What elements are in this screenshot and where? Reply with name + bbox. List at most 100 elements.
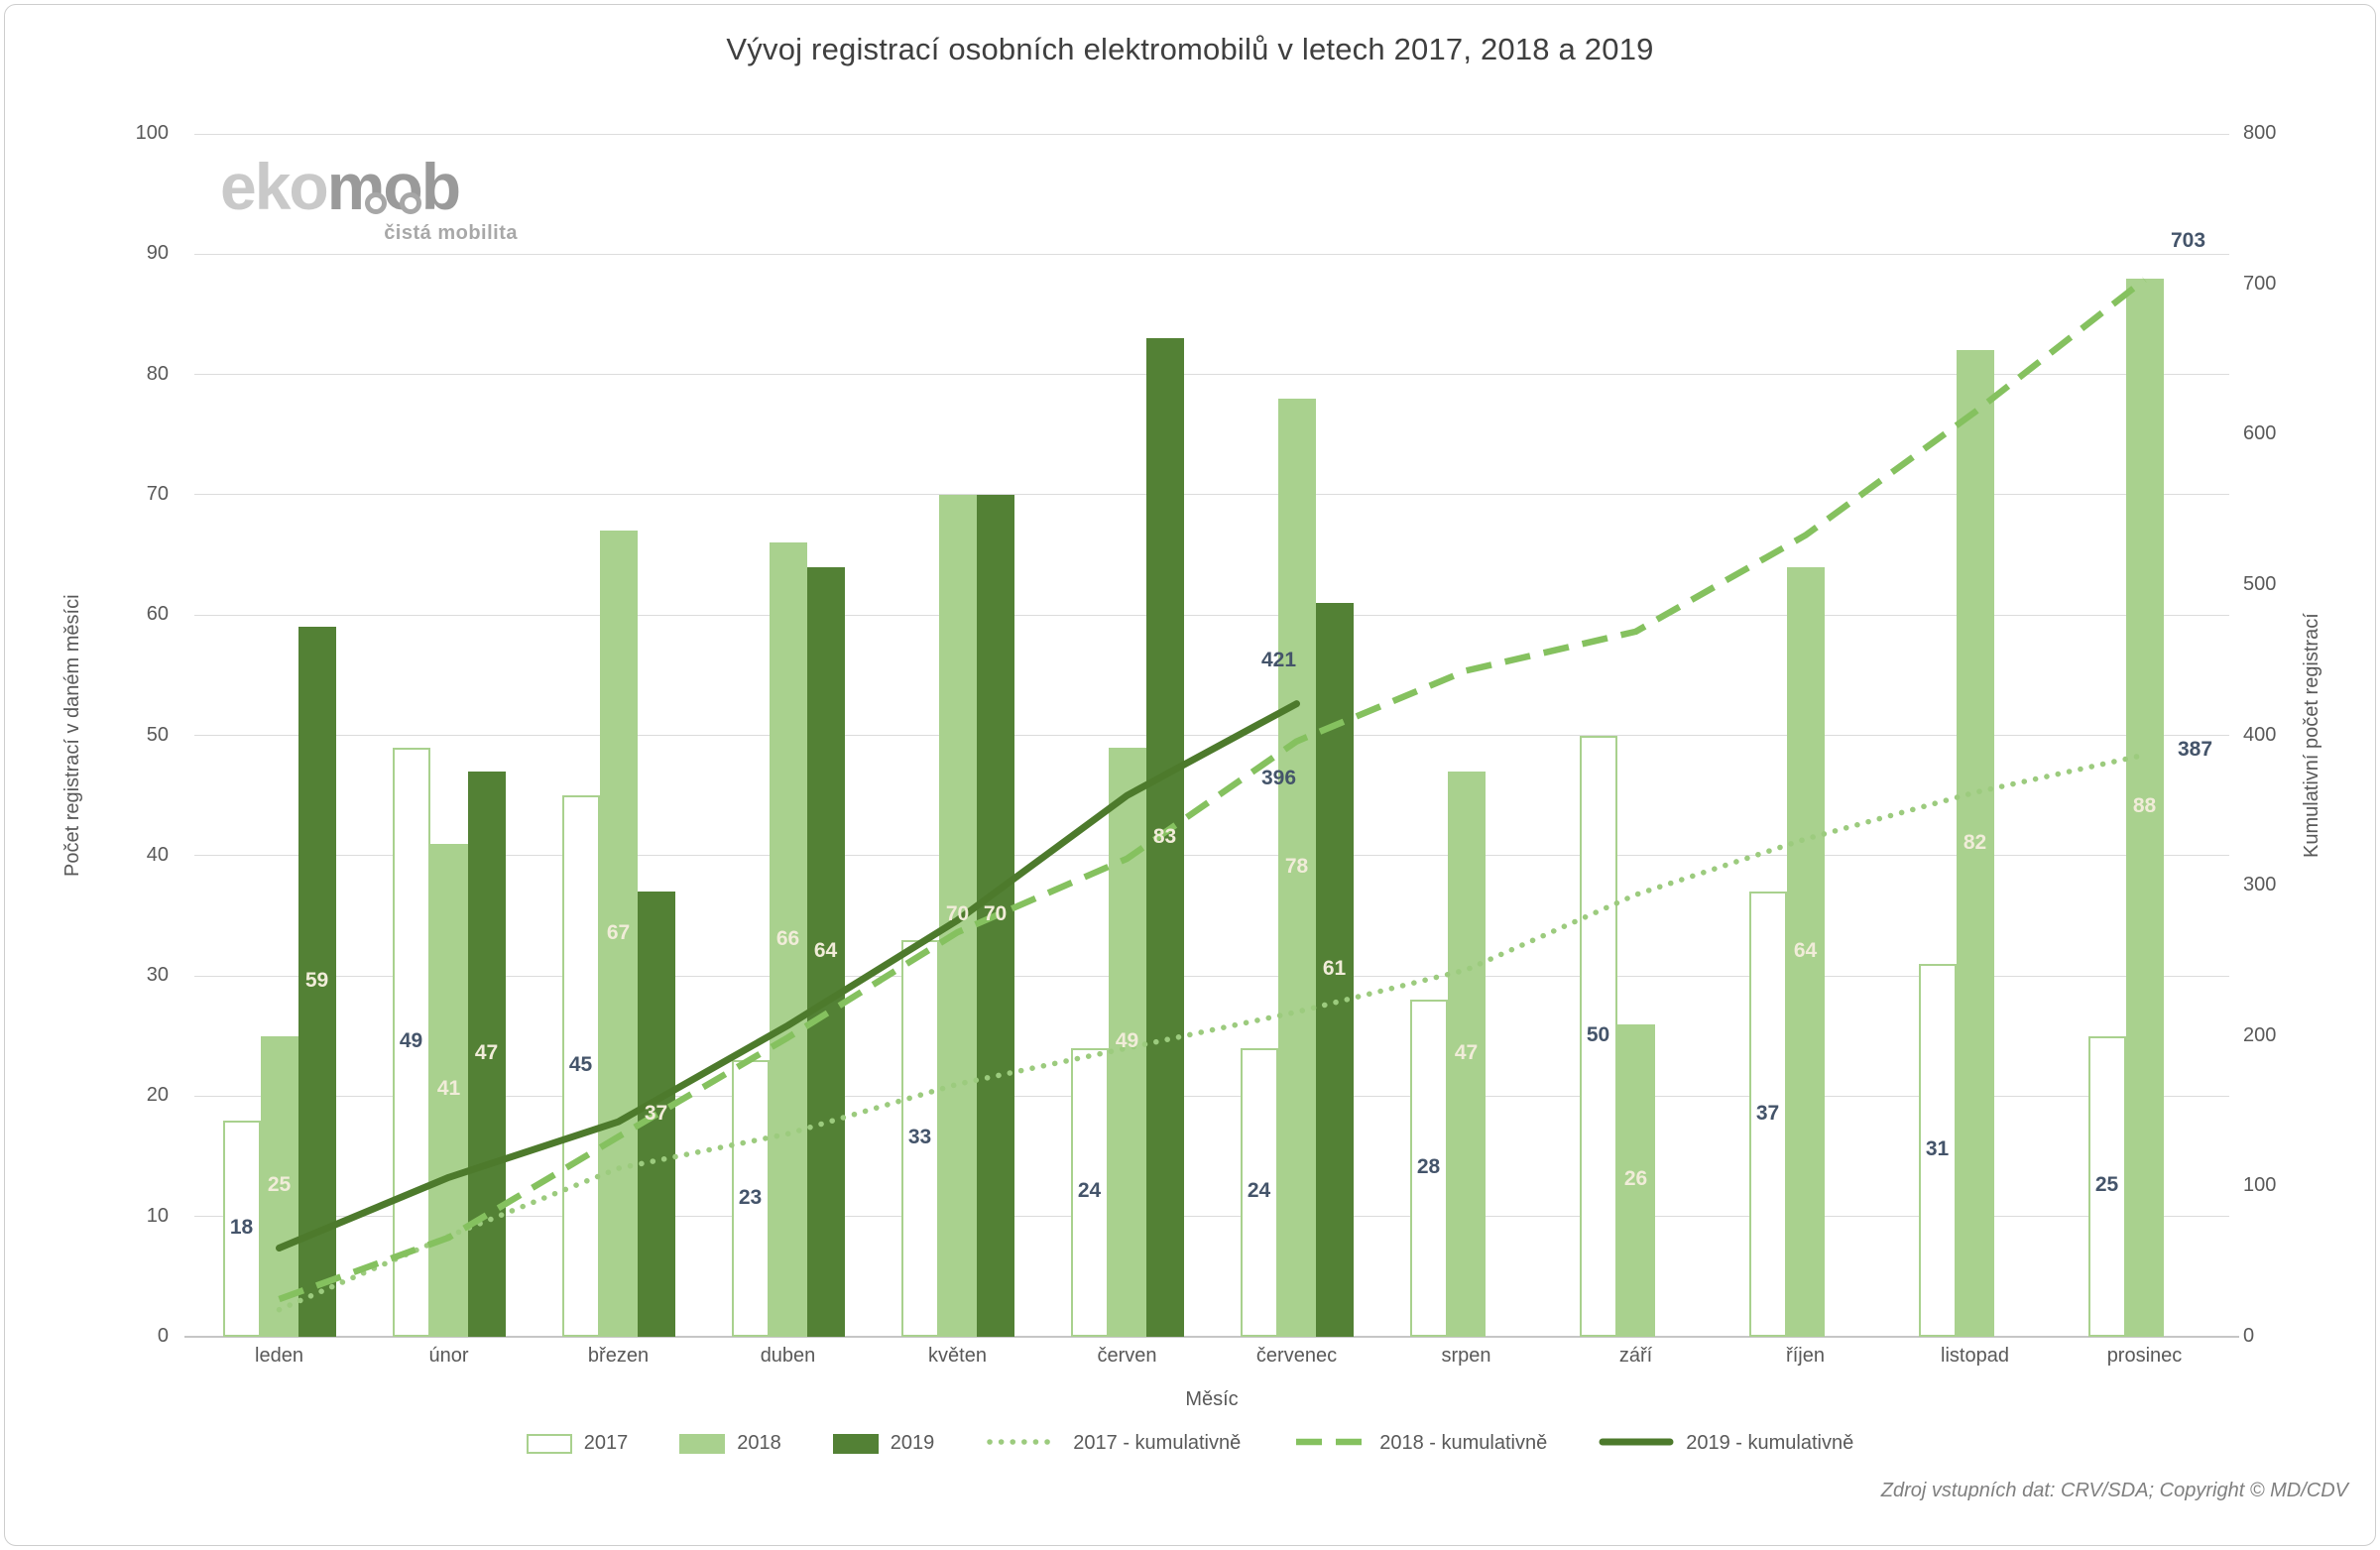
bar-label-2018-září: 26 [1623, 1167, 1648, 1191]
tick-label-left: 60 [146, 603, 169, 626]
chart-title: Vývoj registrací osobních elektromobilů … [726, 32, 1654, 66]
bar-label-2017-duben: 23 [738, 1185, 763, 1209]
month-label-říjen: říjen [1786, 1345, 1825, 1367]
bar-2017-leden [222, 1120, 261, 1337]
month-label-listopad: listopad [1941, 1345, 2009, 1367]
tick-label-left: 20 [146, 1084, 169, 1107]
legend-swatch-line-dashed [1292, 1435, 1368, 1453]
gridline [194, 133, 2229, 135]
month-label-prosinec: prosinec [2106, 1345, 2183, 1367]
tick-label-right: 500 [2243, 572, 2277, 595]
bar-label-2017-listopad: 31 [1925, 1136, 1950, 1160]
tick-label-right: 400 [2243, 723, 2277, 746]
bar-label-2017-březen: 45 [568, 1053, 593, 1077]
month-label-leden: leden [255, 1345, 303, 1367]
tick-label-right: 200 [2243, 1023, 2277, 1046]
x-axis-labels: leden únor březen duben květen červen červenec… [194, 1345, 2229, 1372]
legend-item-2018-kumulativně: 2018 - kumulativně [1292, 1432, 1547, 1455]
bar-label-2018-březen: 67 [606, 920, 631, 944]
bar-label-2018-červen: 49 [1115, 1028, 1139, 1052]
tick-label-left: 40 [146, 843, 169, 866]
bar-label-2018-červenec: 78 [1284, 854, 1309, 878]
bar-label-2019-květen: 70 [983, 902, 1008, 926]
bar-label-2019-duben: 64 [813, 938, 838, 962]
month-label-březen: březen [587, 1345, 650, 1367]
x-axis-title: Měsíc [1185, 1388, 1239, 1410]
legend-swatch-light-green [679, 1433, 726, 1454]
bar-label-2018-listopad: 82 [1963, 830, 1987, 854]
bar-label-2019-červen: 83 [1152, 824, 1177, 848]
tick-label-left: 0 [157, 1325, 169, 1347]
bar-label-2018-prosinec: 88 [2132, 794, 2157, 818]
tick-label-right: 0 [2243, 1325, 2255, 1347]
gridline [194, 614, 2229, 616]
tick-label-right: 100 [2243, 1174, 2277, 1197]
tick-label-right: 300 [2243, 874, 2277, 896]
bar-label-2018-říjen: 64 [1793, 938, 1818, 962]
month-label-červenec: červenec [1255, 1345, 1338, 1367]
chart-frame [4, 4, 2376, 1546]
line-end-label-421: 421 [1260, 648, 1297, 671]
bar-label-2018-leden: 25 [267, 1173, 292, 1197]
legend-swatch-line-solid [1599, 1435, 1674, 1453]
bar-label-2017-květen: 33 [907, 1125, 932, 1148]
legend-label: 2019 - kumulativně [1686, 1432, 1854, 1454]
month-label-únor: únor [428, 1345, 469, 1367]
plot-area: 18 49 45 23 33 24 24 28 50 37 31 25 25 41 67 66 70 49 78 47… [184, 133, 2239, 1338]
bar-label-2018-srpen: 47 [1454, 1040, 1479, 1064]
footer-source-note: Zdroj vstupních dat: CRV/SDA; Copyright … [1880, 1480, 2348, 1501]
tick-label-left: 90 [146, 242, 169, 265]
month-label-červen: červen [1097, 1345, 1157, 1367]
gridline [194, 253, 2229, 255]
bar-label-2019-leden: 59 [304, 969, 329, 993]
legend-label: 2017 [583, 1432, 629, 1454]
legend-label: 2018 [737, 1432, 781, 1454]
bar-label-2019-červenec: 61 [1322, 957, 1347, 981]
bar-label-2017-říjen: 37 [1755, 1101, 1780, 1125]
legend-label: 2019 [890, 1432, 935, 1454]
tick-label-left: 70 [146, 482, 169, 505]
legend: 2017 2018 2019 2017 - kumulativně 2018 - kum… [0, 1432, 2380, 1455]
bar-label-2018-duben: 66 [775, 926, 800, 950]
bar-label-2018-květen: 70 [945, 902, 970, 926]
ekomob-logo: ekomob čistá mobilita [220, 151, 537, 270]
month-label-květen: květen [928, 1345, 987, 1367]
bar-label-2017-srpen: 28 [1416, 1155, 1441, 1179]
line-end-label-396: 396 [1260, 766, 1297, 789]
line-2018-kumulativně [278, 277, 2147, 1303]
month-label-srpen: srpen [1441, 1345, 1491, 1367]
legend-item-2017: 2017 [526, 1432, 629, 1455]
tick-label-left: 10 [146, 1204, 169, 1227]
line-2017-kumulativně [276, 752, 2148, 1313]
logo-subtitle: čistá mobilita [384, 222, 518, 244]
line-end-label-387: 387 [2177, 738, 2213, 762]
tick-label-right: 700 [2243, 272, 2277, 295]
legend-label: 2018 - kumulativně [1379, 1432, 1548, 1454]
logo-wheel-icon [400, 192, 421, 214]
month-label-září: září [1618, 1345, 1653, 1367]
gridline [194, 735, 2229, 736]
logo-text-mob: mob [326, 150, 461, 223]
y-axis-title-left: Počet registrací v daném měsíci [61, 594, 83, 877]
gridline [194, 374, 2229, 376]
logo-text-eko: eko [220, 150, 329, 223]
bar-label-2017-leden: 18 [229, 1215, 254, 1239]
month-label-duben: duben [760, 1345, 816, 1367]
bar-label-2017-září: 50 [1586, 1022, 1610, 1046]
logo-wheel-icon [365, 192, 387, 214]
gridline [194, 494, 2229, 496]
tick-label-right: 600 [2243, 422, 2277, 445]
bar-label-2019-únor: 47 [474, 1040, 499, 1064]
legend-swatch-line-dotted [986, 1435, 1061, 1453]
logo-text: ekomob [220, 151, 537, 223]
legend-item-2018: 2018 [679, 1432, 781, 1455]
legend-item-2019: 2019 [832, 1432, 935, 1455]
tick-label-left: 30 [146, 964, 169, 987]
tick-label-left: 100 [135, 122, 169, 144]
legend-item-2017-kumulativně: 2017 - kumulativně [986, 1432, 1241, 1455]
bar-label-2017-červenec: 24 [1247, 1179, 1271, 1203]
tick-label-right: 800 [2243, 122, 2277, 144]
legend-item-2019-kumulativně: 2019 - kumulativně [1599, 1432, 1853, 1455]
legend-swatch-outline [526, 1433, 572, 1454]
legend-swatch-dark-green [832, 1433, 879, 1454]
